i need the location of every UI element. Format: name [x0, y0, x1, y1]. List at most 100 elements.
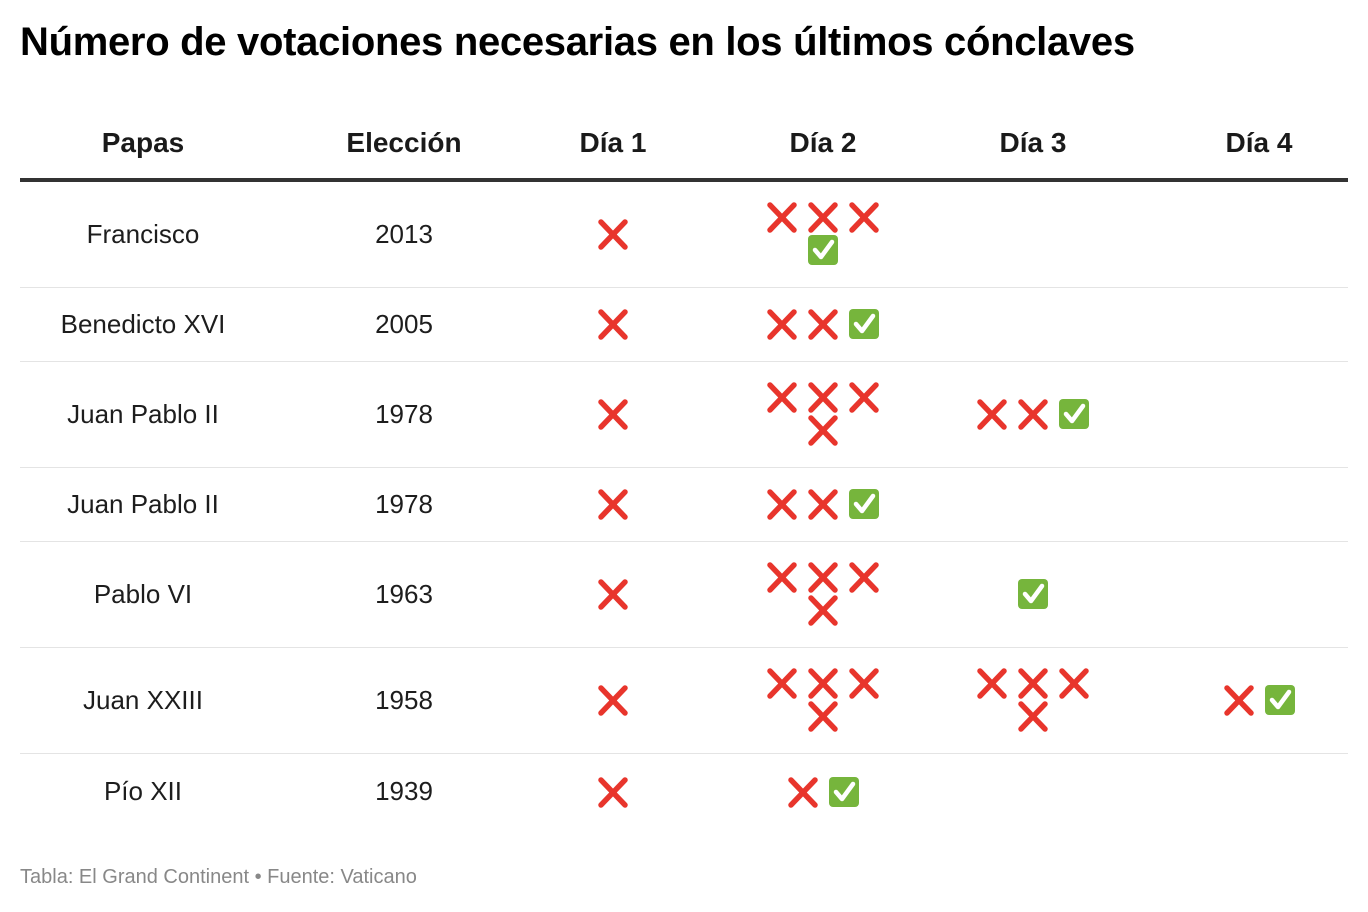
vote-marks	[1013, 578, 1054, 611]
check-mark-icon	[1013, 578, 1054, 611]
check-mark-icon	[1054, 398, 1095, 431]
pope-name-cell: Juan XXIII	[20, 647, 266, 754]
election-year-cell: 2005	[266, 287, 542, 362]
vote-marks	[593, 578, 634, 611]
vote-marks	[972, 398, 1095, 431]
column-header: Papas	[20, 108, 266, 182]
day-votes-cell	[684, 361, 962, 468]
vote-marks	[782, 776, 864, 809]
header-row: Papas Elección Día 1 Día 2 Día 3 Día 4	[20, 108, 1348, 182]
day-votes-cell	[1104, 647, 1348, 754]
cross-mark-icon	[762, 308, 803, 341]
vote-marks	[970, 667, 1096, 733]
source-footer: Tabla: El Grand Continent • Fuente: Vati…	[20, 866, 417, 888]
cross-mark-icon	[844, 561, 885, 594]
vote-marks	[593, 684, 634, 717]
cross-mark-icon	[1013, 700, 1054, 733]
table-title: Número de votaciones necesarias en los ú…	[20, 20, 1135, 64]
check-mark-icon	[823, 776, 864, 809]
cross-mark-icon	[844, 201, 885, 234]
vote-marks	[1218, 684, 1300, 717]
pope-name-cell: Juan Pablo II	[20, 467, 266, 542]
day-votes-cell	[962, 541, 1104, 648]
day-votes-cell	[962, 647, 1104, 754]
vote-marks	[762, 308, 885, 341]
table-row: Francisco 2013	[20, 180, 1348, 288]
vote-marks	[760, 381, 886, 447]
election-year-cell: 1958	[266, 647, 542, 754]
vote-marks	[762, 488, 885, 521]
column-header: Día 3	[962, 108, 1104, 182]
day-votes-cell	[684, 180, 962, 288]
cross-mark-icon	[803, 488, 844, 521]
cross-mark-icon	[844, 667, 885, 700]
column-header: Día 4	[1104, 108, 1348, 182]
vote-marks	[760, 201, 886, 267]
cross-mark-icon	[972, 398, 1013, 431]
table-row: Benedicto XVI 2005	[20, 287, 1348, 362]
cross-mark-icon	[803, 700, 844, 733]
vote-marks	[760, 667, 886, 733]
cross-mark-icon	[762, 561, 803, 594]
vote-marks	[593, 776, 634, 809]
column-header: Elección	[266, 108, 542, 182]
cross-mark-icon	[762, 488, 803, 521]
cross-mark-icon	[803, 667, 844, 700]
pope-name-cell: Francisco	[20, 180, 266, 288]
cross-mark-icon	[762, 667, 803, 700]
conclave-votes-table: Papas Elección Día 1 Día 2 Día 3 Día 4 Franci…	[20, 108, 1348, 830]
cross-mark-icon	[972, 667, 1013, 700]
day-votes-cell	[542, 361, 684, 468]
cross-mark-icon	[803, 308, 844, 341]
election-year-cell: 1978	[266, 361, 542, 468]
table-row: Juan XXIII 1958	[20, 647, 1348, 754]
day-votes-cell	[542, 180, 684, 288]
election-year-cell: 2013	[266, 180, 542, 288]
cross-mark-icon	[803, 381, 844, 414]
vote-marks	[760, 561, 886, 627]
cross-mark-icon	[1013, 398, 1054, 431]
day-votes-cell	[962, 180, 1104, 288]
day-votes-cell	[684, 753, 962, 830]
day-votes-cell	[542, 467, 684, 542]
cross-mark-icon	[1013, 667, 1054, 700]
column-header: Día 2	[684, 108, 962, 182]
pope-name-cell: Pablo VI	[20, 541, 266, 648]
day-votes-cell	[1104, 287, 1348, 362]
day-votes-cell	[542, 753, 684, 830]
cross-mark-icon	[803, 414, 844, 447]
cross-mark-icon	[1218, 684, 1259, 717]
pope-name-cell: Juan Pablo II	[20, 361, 266, 468]
day-votes-cell	[1104, 180, 1348, 288]
column-header: Día 1	[542, 108, 684, 182]
cross-mark-icon	[803, 561, 844, 594]
cross-mark-icon	[803, 201, 844, 234]
check-mark-icon	[803, 234, 844, 267]
table-row: Juan Pablo II 1978	[20, 467, 1348, 542]
table-row: Juan Pablo II 1978	[20, 361, 1348, 468]
day-votes-cell	[1104, 467, 1348, 542]
cross-mark-icon	[844, 381, 885, 414]
election-year-cell: 1939	[375, 776, 433, 807]
day-votes-cell	[684, 467, 962, 542]
day-votes-cell	[542, 647, 684, 754]
day-votes-cell	[962, 753, 1104, 830]
cross-mark-icon	[593, 684, 634, 717]
cross-mark-icon	[593, 776, 634, 809]
table-row: Pablo VI 1963	[20, 541, 1348, 648]
cross-mark-icon	[762, 381, 803, 414]
day-votes-cell	[1104, 753, 1348, 830]
check-mark-icon	[844, 308, 885, 341]
day-votes-cell	[684, 287, 962, 362]
table-row: Pío XII 1939	[20, 753, 1348, 830]
day-votes-cell	[542, 541, 684, 648]
cross-mark-icon	[593, 488, 634, 521]
day-votes-cell	[962, 287, 1104, 362]
election-year-cell: 1963	[266, 541, 542, 648]
vote-marks	[593, 488, 634, 521]
vote-marks	[593, 308, 634, 341]
day-votes-cell	[962, 361, 1104, 468]
day-votes-cell	[542, 287, 684, 362]
cross-mark-icon	[1054, 667, 1095, 700]
cross-mark-icon	[782, 776, 823, 809]
